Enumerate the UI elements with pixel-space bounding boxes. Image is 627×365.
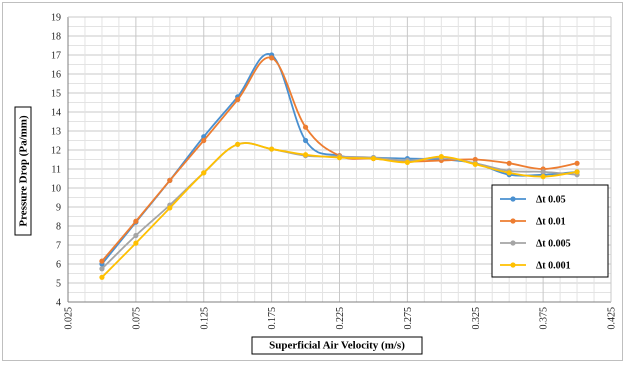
data-point <box>167 205 173 211</box>
x-axis-title-group: Superficial Air Velocity (m/s) <box>251 336 423 355</box>
y-tick-label: 11 <box>51 165 61 176</box>
series-lines <box>99 52 580 280</box>
data-point <box>201 137 207 144</box>
data-point <box>302 137 309 144</box>
data-point <box>302 124 309 130</box>
y-tick-label: 4 <box>56 298 61 309</box>
y-tick-label: 19 <box>51 13 61 24</box>
x-axis-title: Superficial Air Velocity (m/s) <box>269 340 405 352</box>
data-point <box>302 152 309 158</box>
data-point <box>404 159 410 165</box>
x-tick-label: 0.125 <box>199 307 210 330</box>
x-tick-label: 0.075 <box>131 307 142 330</box>
legend-swatch-marker <box>510 218 516 224</box>
x-tick-label: 0.175 <box>267 307 278 330</box>
x-axis-title-box <box>251 336 423 355</box>
x-tick-label: 0.375 <box>539 307 550 330</box>
y-tick-label: 16 <box>51 70 61 81</box>
legend-label: Δt 0.005 <box>536 239 571 250</box>
chart-frame <box>2 2 623 361</box>
y-tick-label: 5 <box>56 279 61 290</box>
y-axis-title-group: Pressure Drop (Pa/mm) <box>14 106 32 236</box>
data-point <box>235 97 241 103</box>
data-point <box>336 155 343 161</box>
legend-label: Δt 0.001 <box>536 261 571 272</box>
y-tick-label: 14 <box>51 108 61 119</box>
x-tick-label: 0.025 <box>64 307 75 330</box>
data-point <box>167 177 173 183</box>
y-axis-title-box <box>14 106 32 236</box>
y-tick-label: 7 <box>56 241 61 252</box>
tick-labels: 4 5 6 7 8 9 10 11 12 13 14 15 16 17 18 19 0.025 0.075 0.12… <box>51 13 618 330</box>
data-point <box>540 169 546 175</box>
y-tick-label: 6 <box>56 260 61 271</box>
data-point <box>99 266 105 272</box>
legend-swatch-marker <box>510 196 516 202</box>
data-point <box>201 170 207 176</box>
data-point <box>472 161 478 167</box>
y-tick-label: 18 <box>51 32 61 43</box>
x-tick-label: 0.225 <box>335 307 346 330</box>
y-tick-label: 9 <box>56 203 61 214</box>
legend: Δt 0.05 Δt 0.01 Δt 0.005 Δt 0.001 <box>491 184 609 278</box>
data-point <box>506 170 512 176</box>
y-tick-label: 15 <box>51 89 61 100</box>
y-axis-title: Pressure Drop (Pa/mm) <box>18 115 30 227</box>
y-tick-label: 8 <box>56 222 61 233</box>
data-point <box>506 160 512 166</box>
data-point <box>438 154 444 160</box>
data-point <box>540 174 546 180</box>
legend-label: Δt 0.05 <box>536 195 566 206</box>
axes <box>67 16 612 303</box>
data-point <box>574 160 580 166</box>
data-point <box>472 156 478 163</box>
data-point <box>574 169 580 175</box>
data-point <box>133 218 139 224</box>
series-2 <box>99 55 580 264</box>
y-tick-label: 12 <box>51 146 61 157</box>
data-point <box>269 146 275 152</box>
x-tick-label: 0.275 <box>403 307 414 330</box>
data-point <box>133 240 139 246</box>
data-point <box>99 258 105 264</box>
legend-label: Δt 0.01 <box>536 217 566 228</box>
x-tick-label: 0.325 <box>471 307 482 330</box>
data-point <box>235 141 241 147</box>
x-tick-label: 0.425 <box>607 307 618 330</box>
data-point <box>370 155 377 162</box>
data-point <box>99 274 105 280</box>
y-tick-label: 10 <box>51 184 61 195</box>
legend-swatch-marker <box>510 240 516 246</box>
series-4 <box>99 141 580 280</box>
y-tick-label: 17 <box>51 51 61 62</box>
data-point <box>133 232 139 239</box>
data-point <box>269 55 275 61</box>
y-tick-label: 13 <box>51 127 61 138</box>
legend-swatch-marker <box>510 262 516 268</box>
